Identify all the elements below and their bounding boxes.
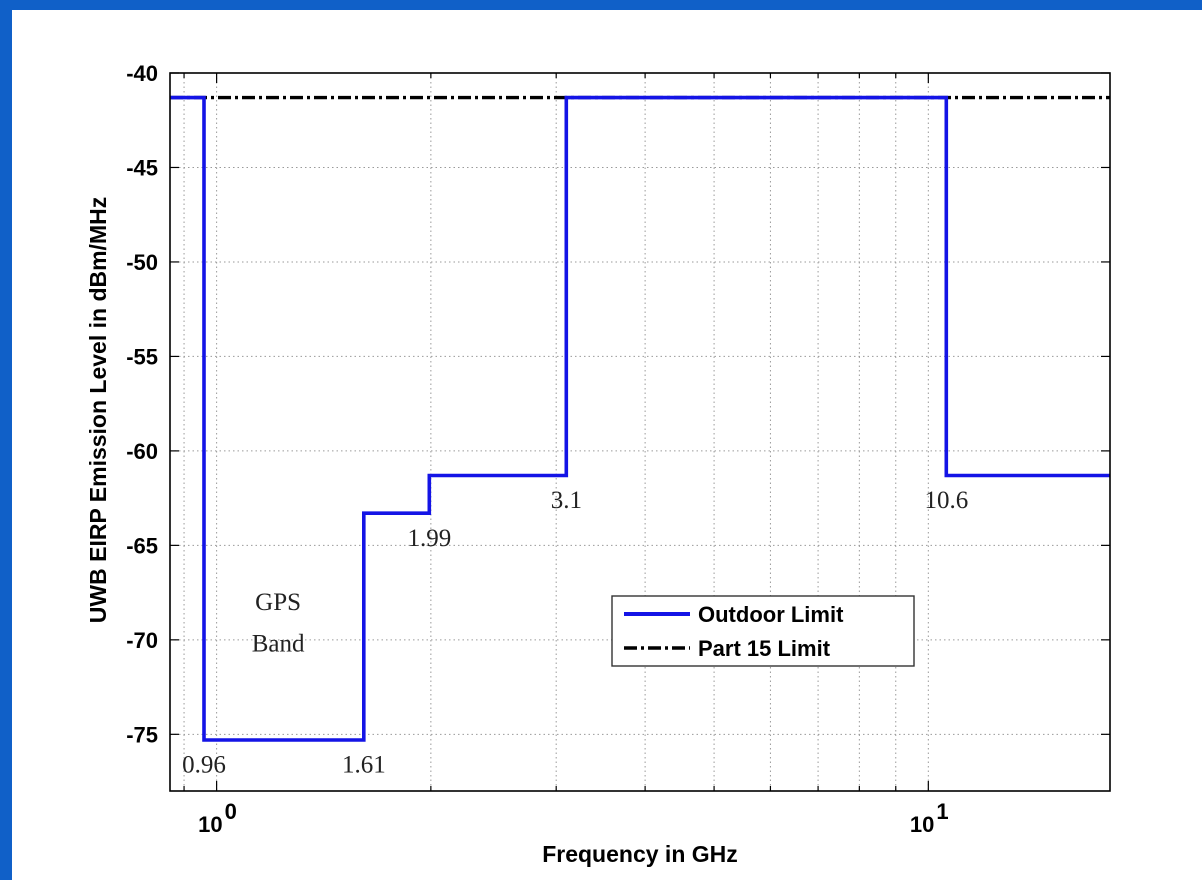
series-line-outdoor-limit: [170, 95, 1110, 742]
legend-label-part-15-limit: Part 15 Limit: [698, 636, 831, 661]
annotation-label: 0.96: [182, 752, 226, 779]
y-tick-label: -65: [126, 533, 158, 558]
y-tick-label: -45: [126, 155, 158, 180]
y-tick-label: -50: [126, 250, 158, 275]
legend: Outdoor Limit Part 15 Limit: [611, 595, 915, 667]
y-tick-label: -60: [126, 439, 158, 464]
x-tick-exponent: 0: [225, 799, 237, 824]
legend-box: [611, 595, 915, 667]
annotation-label: 1.61: [342, 752, 386, 779]
annotation-label: 1.99: [407, 525, 451, 552]
x-tick-exponent: 1: [936, 799, 948, 824]
plot-area: [170, 73, 1110, 791]
y-tick-label: -70: [126, 628, 158, 653]
x-tick-label: 10: [910, 812, 934, 837]
annotations: 0.96 1.61 1.99 3.1 10.6 GPS Band: [182, 487, 968, 779]
slide-background: -40 -45 -50 -55 -60 -65 -70 -75 10 0 10 1 0.96 1.61 1…: [12, 10, 1202, 880]
legend-label-outdoor-limit: Outdoor Limit: [698, 602, 844, 627]
annotation-label: 10.6: [924, 487, 968, 514]
x-axis-label: Frequency in GHz: [542, 841, 738, 867]
annotation-label: 3.1: [551, 487, 582, 514]
y-tick-label: -40: [126, 61, 158, 86]
y-tick-label: -55: [126, 344, 158, 369]
y-axis-label: UWB EIRP Emission Level in dBm/MHz: [85, 197, 111, 623]
plot-frame: [169, 72, 1111, 792]
series-layer: [170, 95, 1110, 742]
y-tick-label: -75: [126, 722, 158, 747]
annotation-label: GPS: [255, 589, 301, 616]
annotation-label: Band: [252, 631, 305, 658]
x-tick-label: 10: [198, 812, 222, 837]
